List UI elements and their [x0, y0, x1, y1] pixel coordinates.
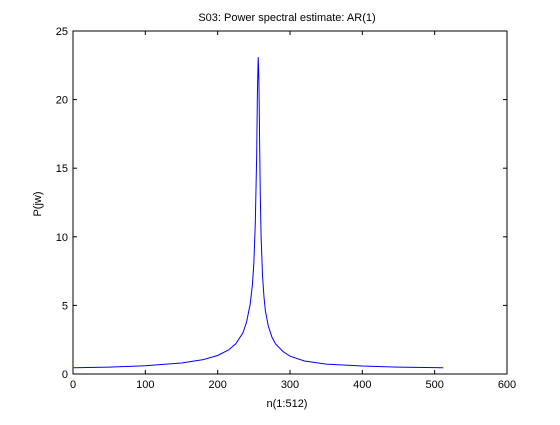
chart-title: S03: Power spectral estimate: AR(1) [198, 12, 375, 24]
x-axis-label: n(1:512) [267, 398, 308, 410]
x-tick-label: 300 [281, 379, 299, 391]
x-tick-label: 200 [208, 379, 226, 391]
x-tick-label: 0 [70, 379, 76, 391]
plot-area [72, 30, 508, 375]
series-line [73, 57, 444, 369]
x-tick-label: 500 [425, 379, 443, 391]
x-tick-label: 600 [498, 379, 516, 391]
y-tick-label: 10 [56, 232, 68, 244]
y-tick-label: 0 [62, 369, 68, 381]
y-tick-label: 20 [56, 95, 68, 107]
y-tick-label: 5 [62, 300, 68, 312]
y-axis-label: P(jw) [32, 191, 44, 216]
x-axis: 0 100 200 300 400 500 600 [70, 31, 516, 391]
x-tick-label: 100 [136, 379, 154, 391]
y-axis: 0 5 10 15 20 25 [56, 26, 507, 381]
y-tick-label: 15 [56, 163, 68, 175]
x-tick-label: 400 [353, 379, 371, 391]
y-tick-label: 25 [56, 26, 68, 38]
